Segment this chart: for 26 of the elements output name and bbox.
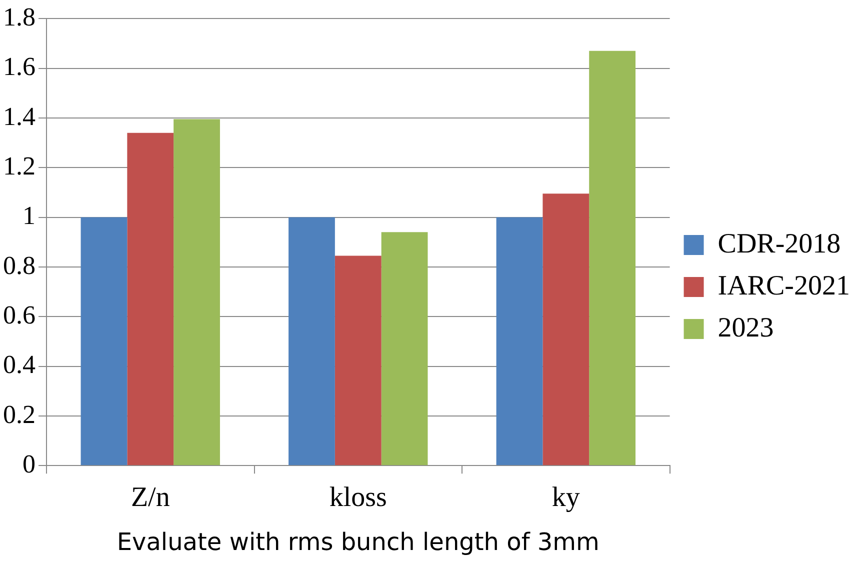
y-tick-label: 1.4	[3, 102, 36, 131]
bar	[288, 217, 335, 466]
legend-label: IARC-2021	[718, 270, 850, 302]
bar	[542, 194, 590, 466]
bar	[589, 50, 636, 466]
y-tick-label: 0.4	[3, 350, 36, 380]
x-tick-label: kloss	[329, 482, 387, 513]
bar	[334, 256, 382, 466]
legend-label: CDR-2018	[718, 228, 841, 260]
x-tick-label: ky	[552, 482, 580, 513]
x-tick-label: Z/n	[130, 482, 170, 513]
bar	[127, 132, 174, 466]
bar	[80, 217, 128, 466]
bar	[174, 119, 220, 466]
y-tick-label: 0.6	[3, 300, 36, 330]
y-tick-label: 0.8	[3, 250, 36, 280]
y-tick-label: 0	[22, 449, 36, 478]
y-tick-label: 1.8	[3, 2, 36, 32]
x-axis-title: Evaluate with rms bunch length of 3mm	[116, 528, 600, 556]
bar	[496, 217, 543, 466]
bar	[381, 232, 428, 466]
y-tick-label: 0.2	[3, 400, 36, 429]
legend-label: 2023	[718, 312, 774, 344]
y-tick-label: 1.2	[3, 151, 36, 180]
y-tick-label: 1.6	[3, 52, 36, 82]
y-tick-label: 1	[22, 201, 36, 230]
